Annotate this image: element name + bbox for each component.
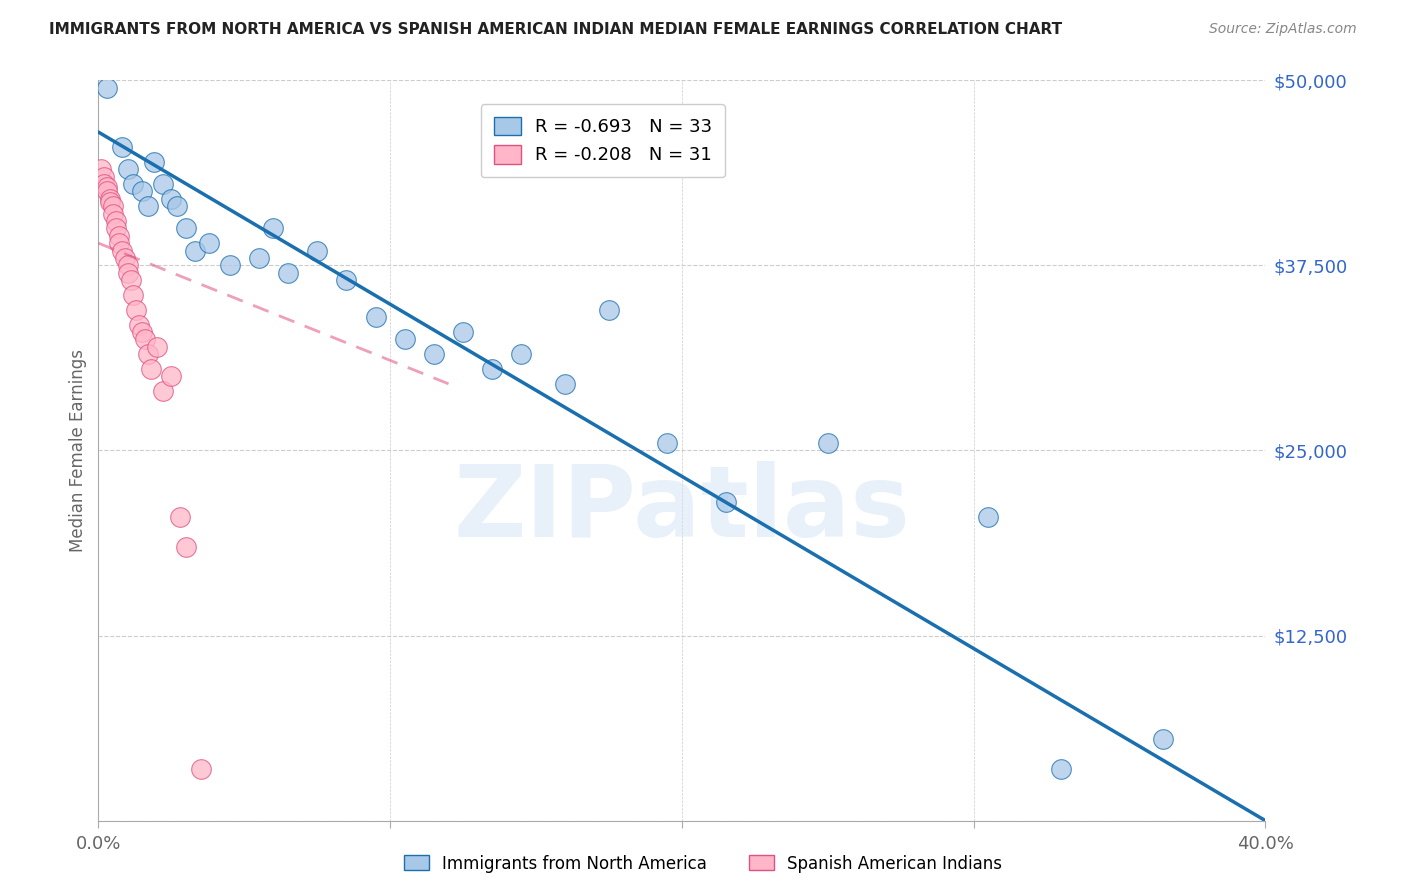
Point (174, 540, 197, 554)
Point (394, 332, 416, 346)
Point (134, 332, 156, 346)
Point (714, 495, 737, 509)
Point (104, 214, 127, 228)
Point (101, 199, 124, 213)
Point (1152, 732, 1174, 747)
Point (198, 236, 221, 251)
Point (169, 510, 191, 524)
Point (111, 244, 134, 258)
Point (98, 194, 121, 209)
Point (335, 273, 357, 287)
Point (183, 244, 205, 258)
Point (277, 266, 299, 280)
Point (1050, 762, 1073, 776)
Point (101, 206, 124, 220)
Point (120, 273, 142, 287)
Point (190, 762, 212, 776)
Point (93, 169, 115, 184)
Point (146, 340, 169, 354)
Point (307, 244, 329, 258)
Point (364, 310, 387, 325)
Point (481, 362, 503, 376)
Point (122, 288, 145, 302)
Point (111, 140, 134, 154)
Point (160, 369, 183, 384)
Point (136, 347, 159, 361)
Point (218, 258, 240, 272)
Point (247, 251, 270, 265)
Point (104, 221, 127, 235)
Point (554, 376, 576, 391)
Point (510, 347, 533, 361)
Point (142, 154, 165, 169)
Point (166, 199, 188, 213)
Point (122, 177, 145, 191)
Point (160, 192, 183, 206)
Legend: Immigrants from North America, Spanish American Indians: Immigrants from North America, Spanish A… (398, 848, 1008, 880)
Point (657, 436, 679, 450)
Point (817, 436, 839, 450)
Point (96, 80, 118, 95)
Legend: R = -0.693   N = 33, R = -0.208   N = 31: R = -0.693 N = 33, R = -0.208 N = 31 (481, 104, 725, 178)
Point (423, 347, 446, 361)
Point (139, 362, 162, 376)
Text: ZIPatlas: ZIPatlas (454, 461, 910, 558)
Point (131, 325, 153, 339)
Y-axis label: Median Female Earnings: Median Female Earnings (69, 349, 87, 552)
Point (262, 221, 284, 235)
Text: IMMIGRANTS FROM NORTH AMERICA VS SPANISH AMERICAN INDIAN MEDIAN FEMALE EARNINGS : IMMIGRANTS FROM NORTH AMERICA VS SPANISH… (49, 22, 1063, 37)
Point (93, 177, 115, 191)
Point (977, 510, 1000, 524)
Point (152, 384, 174, 399)
Point (114, 251, 136, 265)
Text: Source: ZipAtlas.com: Source: ZipAtlas.com (1209, 22, 1357, 37)
Point (131, 184, 153, 198)
Point (96, 180, 118, 194)
Point (98, 192, 121, 206)
Point (90, 162, 112, 177)
Point (117, 162, 139, 177)
Point (128, 318, 150, 332)
Point (174, 221, 197, 235)
Point (598, 302, 620, 317)
Point (136, 199, 159, 213)
Point (125, 302, 148, 317)
Point (108, 236, 131, 251)
Point (108, 228, 131, 243)
Point (96, 184, 118, 198)
Point (152, 177, 174, 191)
Point (451, 325, 474, 339)
Point (117, 258, 139, 272)
Point (117, 266, 139, 280)
